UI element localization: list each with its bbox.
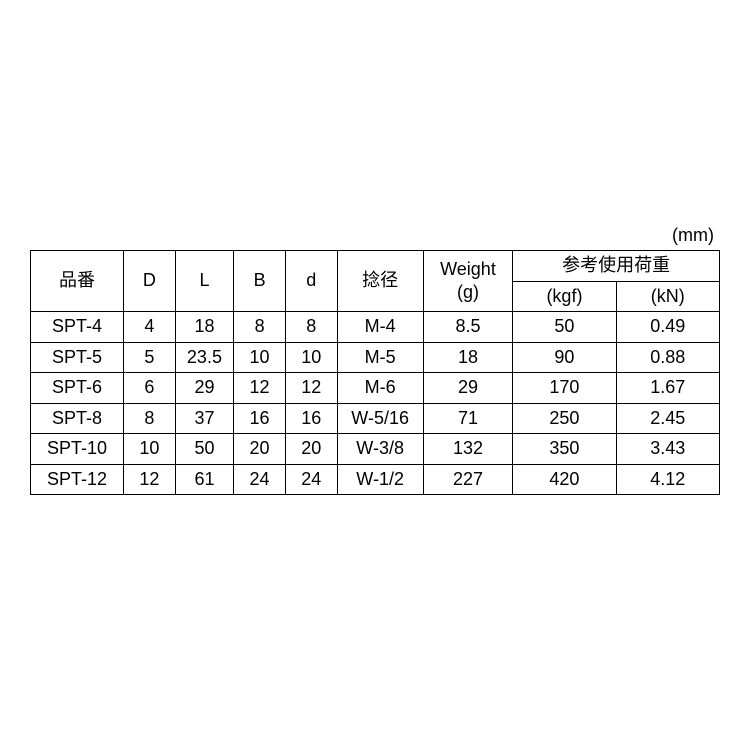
- cell-thread: M-5: [337, 342, 423, 373]
- cell-B: 12: [234, 373, 286, 404]
- weight-label-bottom: (g): [457, 282, 479, 302]
- cell-kN: 4.12: [616, 464, 719, 495]
- cell-kN: 2.45: [616, 403, 719, 434]
- cell-d: 24: [285, 464, 337, 495]
- cell-kgf: 420: [513, 464, 616, 495]
- cell-L: 29: [175, 373, 234, 404]
- col-d: d: [285, 251, 337, 312]
- col-kgf: (kgf): [513, 281, 616, 312]
- cell-B: 20: [234, 434, 286, 465]
- table-row: SPT-4 4 18 8 8 M-4 8.5 50 0.49: [31, 312, 720, 343]
- table-header: 品番 D L B d 捻径 Weight (g) 参考使用荷重 (kgf) (k…: [31, 251, 720, 312]
- cell-thread: M-6: [337, 373, 423, 404]
- cell-D: 6: [124, 373, 176, 404]
- cell-part: SPT-10: [31, 434, 124, 465]
- col-part-no: 品番: [31, 251, 124, 312]
- cell-D: 5: [124, 342, 176, 373]
- cell-part: SPT-4: [31, 312, 124, 343]
- cell-weight: 8.5: [423, 312, 513, 343]
- cell-part: SPT-8: [31, 403, 124, 434]
- cell-weight: 132: [423, 434, 513, 465]
- cell-kN: 0.49: [616, 312, 719, 343]
- cell-kgf: 170: [513, 373, 616, 404]
- table-row: SPT-10 10 50 20 20 W-3/8 132 350 3.43: [31, 434, 720, 465]
- weight-label-top: Weight: [440, 259, 496, 279]
- cell-D: 4: [124, 312, 176, 343]
- cell-B: 16: [234, 403, 286, 434]
- cell-L: 18: [175, 312, 234, 343]
- col-weight: Weight (g): [423, 251, 513, 312]
- col-D: D: [124, 251, 176, 312]
- cell-d: 8: [285, 312, 337, 343]
- cell-thread: W-5/16: [337, 403, 423, 434]
- table-row: SPT-8 8 37 16 16 W-5/16 71 250 2.45: [31, 403, 720, 434]
- cell-kgf: 50: [513, 312, 616, 343]
- cell-part: SPT-6: [31, 373, 124, 404]
- cell-thread: W-3/8: [337, 434, 423, 465]
- cell-kN: 0.88: [616, 342, 719, 373]
- cell-d: 20: [285, 434, 337, 465]
- cell-weight: 71: [423, 403, 513, 434]
- cell-B: 8: [234, 312, 286, 343]
- cell-d: 16: [285, 403, 337, 434]
- col-B: B: [234, 251, 286, 312]
- col-kN: (kN): [616, 281, 719, 312]
- spec-table: 品番 D L B d 捻径 Weight (g) 参考使用荷重 (kgf) (k…: [30, 250, 720, 495]
- cell-kgf: 350: [513, 434, 616, 465]
- cell-d: 12: [285, 373, 337, 404]
- cell-kgf: 90: [513, 342, 616, 373]
- cell-kgf: 250: [513, 403, 616, 434]
- cell-L: 61: [175, 464, 234, 495]
- table-row: SPT-5 5 23.5 10 10 M-5 18 90 0.88: [31, 342, 720, 373]
- cell-thread: M-4: [337, 312, 423, 343]
- cell-L: 50: [175, 434, 234, 465]
- cell-D: 8: [124, 403, 176, 434]
- col-ref-load: 参考使用荷重: [513, 251, 720, 282]
- cell-d: 10: [285, 342, 337, 373]
- cell-weight: 227: [423, 464, 513, 495]
- cell-B: 10: [234, 342, 286, 373]
- cell-L: 37: [175, 403, 234, 434]
- cell-L: 23.5: [175, 342, 234, 373]
- cell-weight: 18: [423, 342, 513, 373]
- col-thread: 捻径: [337, 251, 423, 312]
- cell-D: 10: [124, 434, 176, 465]
- cell-kN: 1.67: [616, 373, 719, 404]
- cell-part: SPT-12: [31, 464, 124, 495]
- table-body: SPT-4 4 18 8 8 M-4 8.5 50 0.49 SPT-5 5 2…: [31, 312, 720, 495]
- cell-D: 12: [124, 464, 176, 495]
- page: (mm) 品番 D L B d 捻径 Weight (g) 参考使用荷重: [0, 0, 750, 750]
- cell-kN: 3.43: [616, 434, 719, 465]
- table-row: SPT-12 12 61 24 24 W-1/2 227 420 4.12: [31, 464, 720, 495]
- cell-part: SPT-5: [31, 342, 124, 373]
- cell-thread: W-1/2: [337, 464, 423, 495]
- cell-weight: 29: [423, 373, 513, 404]
- col-L: L: [175, 251, 234, 312]
- table-row: SPT-6 6 29 12 12 M-6 29 170 1.67: [31, 373, 720, 404]
- unit-label: (mm): [30, 225, 714, 246]
- cell-B: 24: [234, 464, 286, 495]
